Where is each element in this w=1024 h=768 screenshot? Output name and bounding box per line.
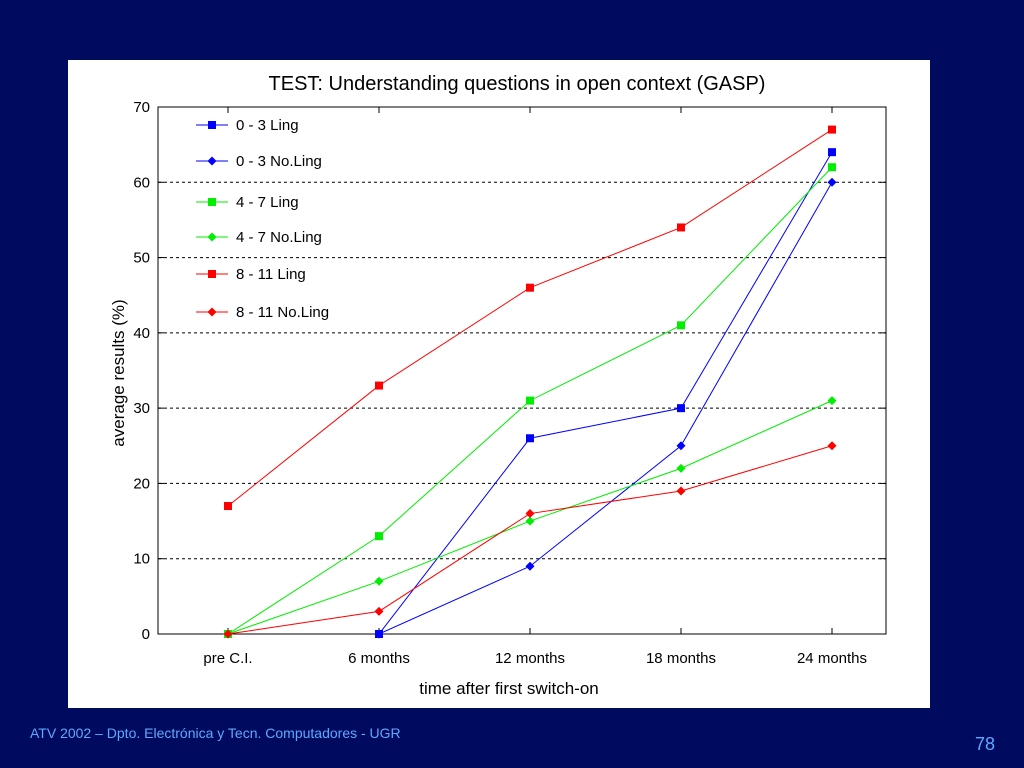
data-point — [375, 532, 383, 541]
x-tick-label: 18 months — [646, 650, 716, 667]
plot-frame — [157, 106, 887, 635]
chart-panel: TEST: Understanding questions in open co… — [68, 60, 930, 708]
data-point — [526, 396, 534, 405]
data-point — [375, 381, 383, 390]
y-tick-label: 30 — [133, 400, 150, 417]
page-number: 78 — [975, 734, 996, 754]
series-line — [378, 182, 833, 635]
series-line — [378, 151, 833, 635]
x-tick-label: 24 months — [797, 650, 867, 667]
legend-marker — [208, 270, 216, 278]
data-point — [827, 177, 837, 187]
y-tick-label: 40 — [133, 325, 150, 342]
data-point — [827, 441, 837, 451]
x-tick-label: pre C.I. — [203, 650, 252, 667]
data-point — [677, 223, 685, 232]
y-axis-label: average results (%) — [109, 299, 128, 446]
data-point — [676, 441, 686, 451]
y-tick-label: 10 — [133, 551, 150, 568]
y-tick-label: 50 — [133, 250, 150, 267]
data-point — [223, 629, 233, 639]
y-tick-label: 0 — [142, 626, 150, 643]
legend-marker — [207, 156, 217, 166]
legend-marker — [208, 121, 216, 129]
data-point — [525, 516, 535, 526]
footer-text: ATV 2002 – Dpto. Electrónica y Tecn. Com… — [30, 725, 401, 741]
chart-title: TEST: Understanding questions in open co… — [269, 73, 766, 95]
y-tick-label: 60 — [133, 174, 150, 191]
data-point — [828, 125, 836, 134]
data-point — [676, 486, 686, 496]
data-point — [676, 463, 686, 473]
data-point — [827, 396, 837, 406]
data-point — [828, 148, 836, 157]
line-chart: TEST: Understanding questions in open co… — [109, 73, 887, 698]
legend-label: 0 - 3 No.Ling — [236, 153, 322, 170]
legend-label: 4 - 7 No.Ling — [236, 229, 322, 246]
data-point — [677, 404, 685, 413]
legend-label: 0 - 3 Ling — [236, 117, 299, 134]
data-point — [374, 629, 384, 639]
x-tick-label: 12 months — [495, 650, 565, 667]
data-point — [525, 561, 535, 571]
x-axis-label: time after first switch-on — [419, 679, 599, 698]
data-point — [677, 321, 685, 330]
series-line — [227, 445, 833, 635]
data-point — [224, 502, 232, 511]
data-point — [526, 283, 534, 292]
x-tick-label: 6 months — [348, 650, 410, 667]
legend-marker — [207, 307, 217, 317]
data-point — [374, 576, 384, 586]
legend-label: 4 - 7 Ling — [236, 194, 299, 211]
data-point — [525, 509, 535, 519]
data-point — [526, 434, 534, 443]
legend-label: 8 - 11 No.Ling — [236, 304, 329, 321]
legend-label: 8 - 11 Ling — [236, 266, 306, 283]
legend-marker — [207, 232, 217, 242]
legend-marker — [208, 198, 216, 206]
y-tick-label: 20 — [133, 475, 150, 492]
y-tick-label: 70 — [133, 99, 150, 116]
data-point — [828, 163, 836, 172]
data-point — [374, 606, 384, 616]
